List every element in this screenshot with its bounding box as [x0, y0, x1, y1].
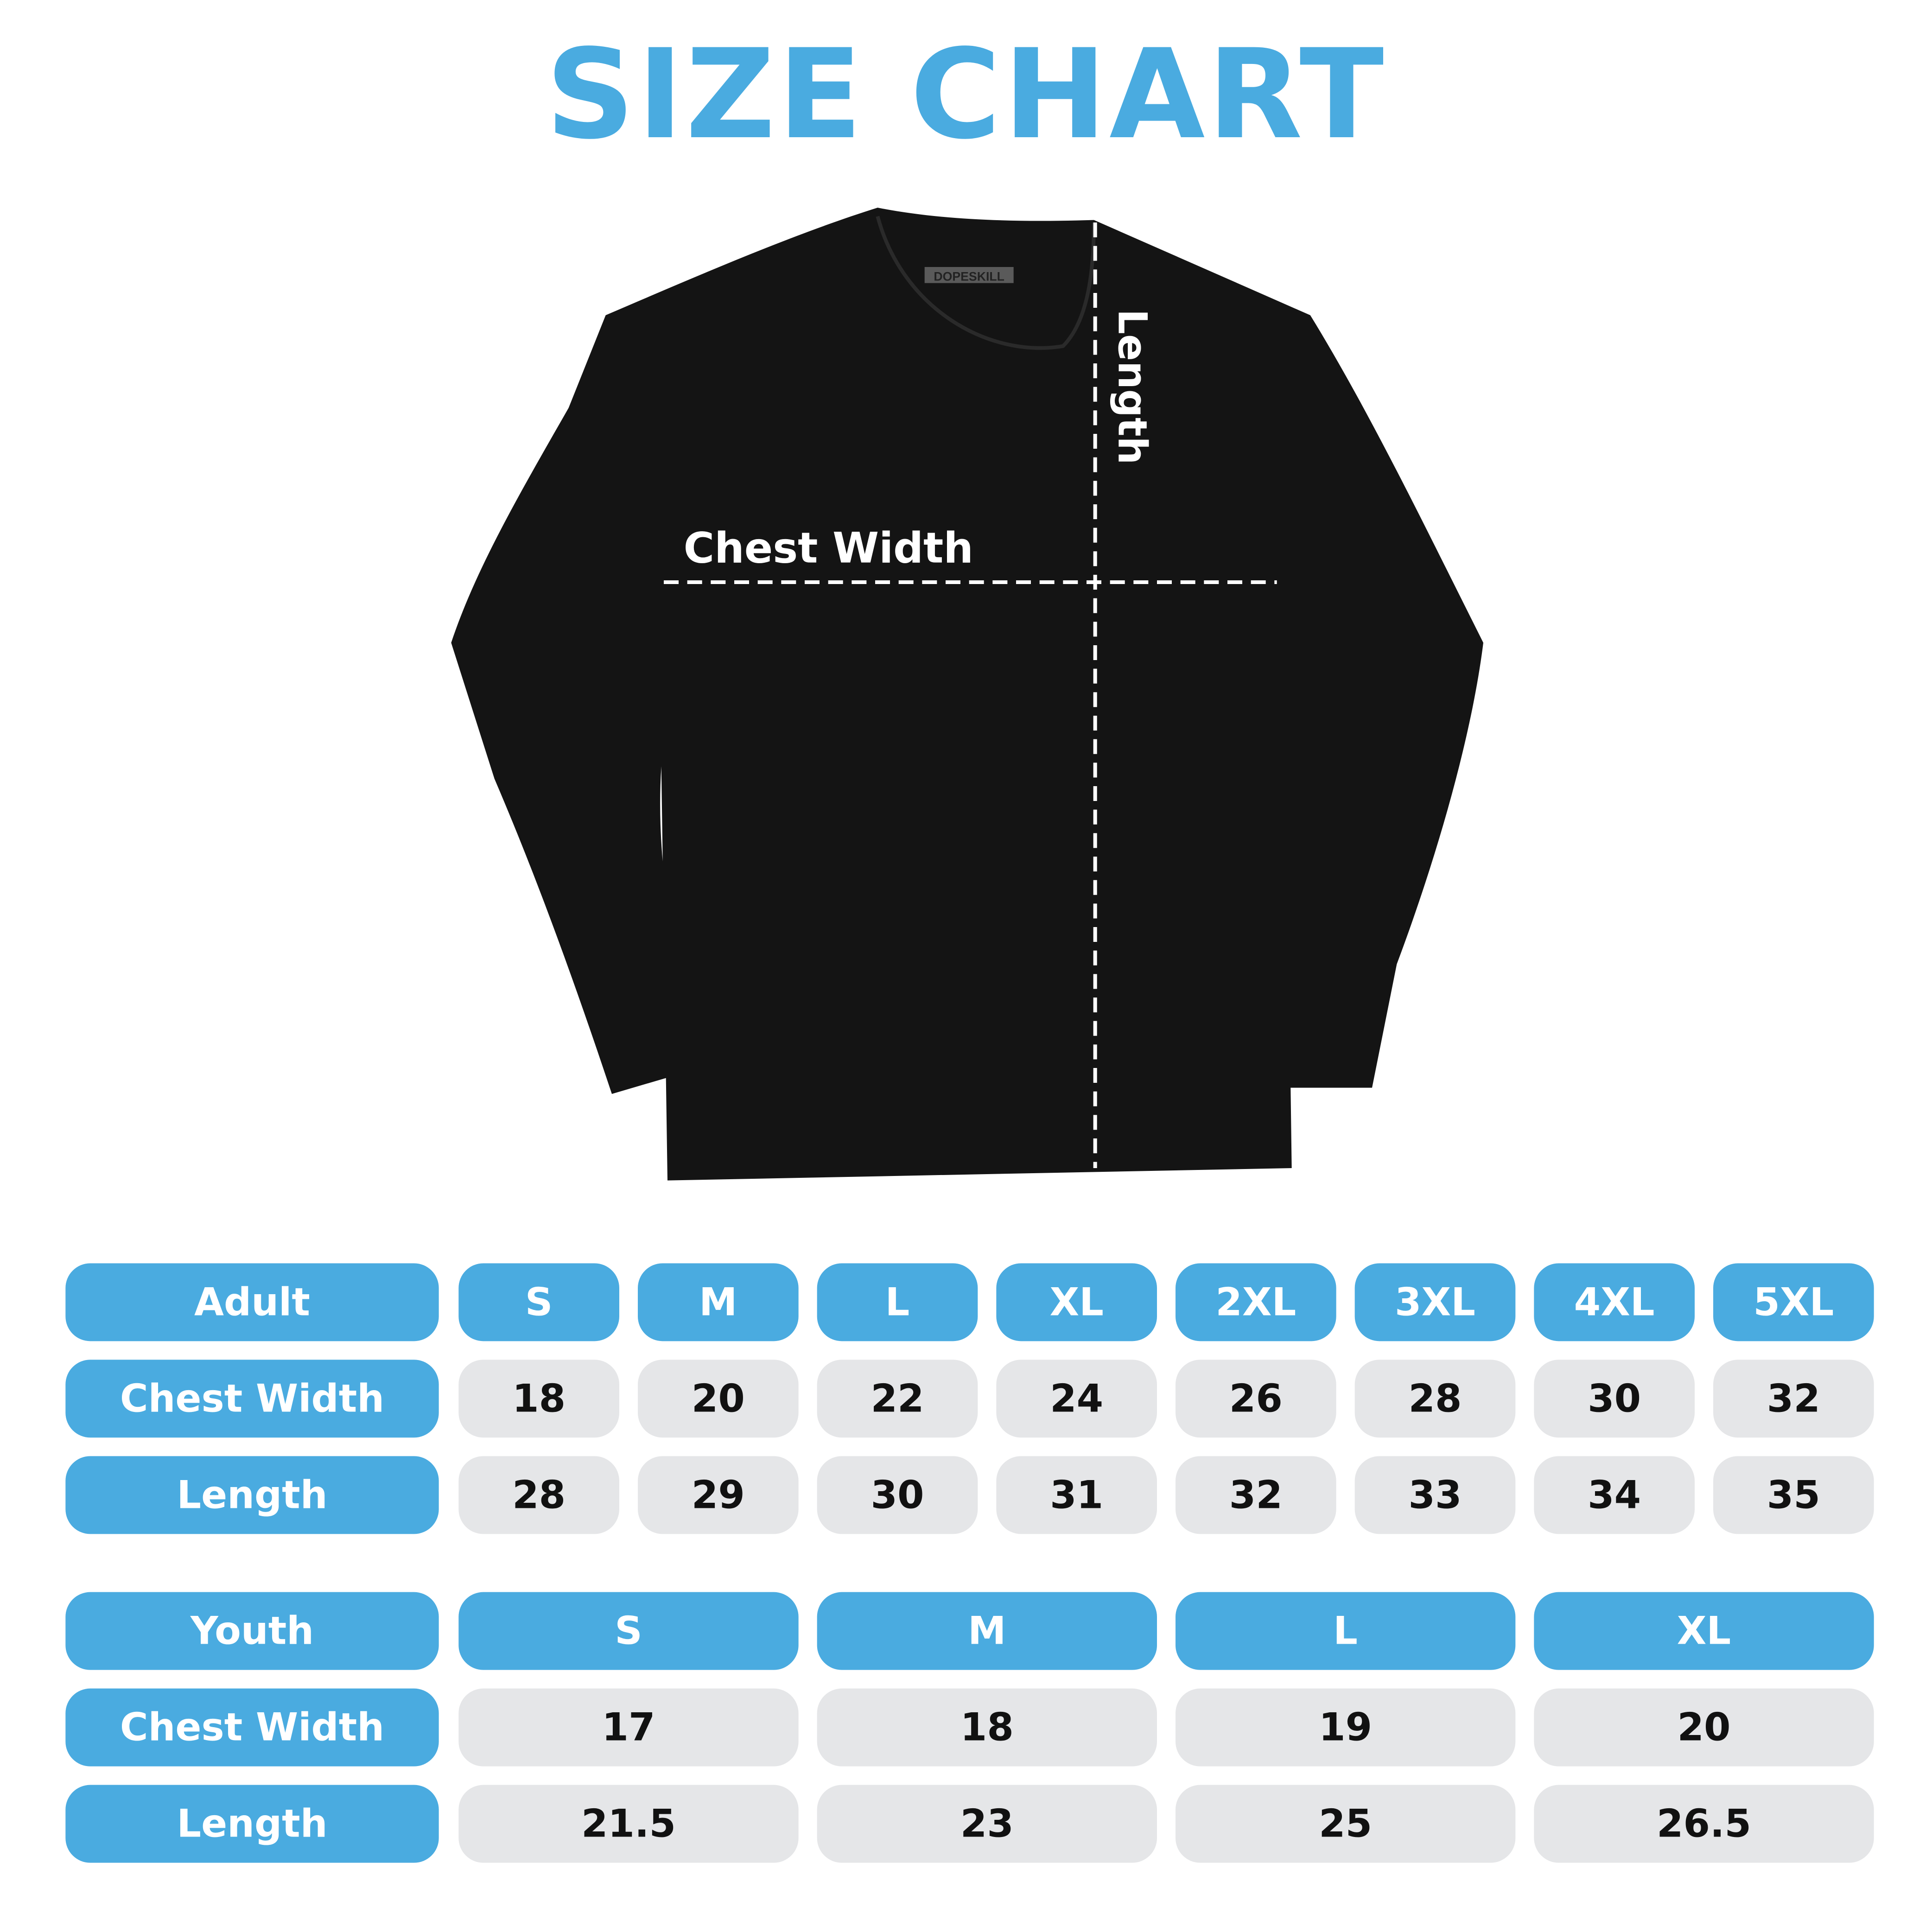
- adult-cell: 26: [1176, 1360, 1336, 1438]
- shirt-illustration: DOPESKILL Chest Width Length: [451, 208, 1484, 1181]
- adult-cell: 28: [1354, 1360, 1516, 1438]
- youth-header-label: Youth: [65, 1592, 439, 1670]
- youth-row-label: Chest Width: [65, 1688, 439, 1767]
- youth-cell: 21.5: [458, 1785, 799, 1863]
- adult-cell: 18: [458, 1360, 620, 1438]
- adult-size-4xl: 4XL: [1534, 1263, 1695, 1341]
- adult-row-label: Length: [65, 1456, 439, 1534]
- youth-size-s: S: [458, 1592, 799, 1670]
- youth-cell: 18: [817, 1688, 1157, 1767]
- collar: [876, 216, 1096, 350]
- adult-cell: 28: [458, 1456, 620, 1534]
- adult-cell: 24: [996, 1360, 1157, 1438]
- adult-size-xl: XL: [996, 1263, 1157, 1341]
- adult-size-2xl: 2XL: [1176, 1263, 1336, 1341]
- youth-cell: 23: [817, 1785, 1157, 1863]
- youth-cell: 26.5: [1534, 1785, 1874, 1863]
- brand-tag: [924, 267, 1014, 283]
- adult-cell: 30: [1534, 1360, 1695, 1438]
- youth-cell: 19: [1176, 1688, 1516, 1767]
- adult-row-label: Chest Width: [65, 1360, 439, 1438]
- adult-size-s: S: [458, 1263, 620, 1341]
- youth-cell: 20: [1534, 1688, 1874, 1767]
- youth-size-l: L: [1176, 1592, 1516, 1670]
- adult-cell: 22: [817, 1360, 978, 1438]
- adult-cell: 31: [996, 1456, 1157, 1534]
- adult-cell: 34: [1534, 1456, 1695, 1534]
- long-sleeve-shirt: [451, 208, 1484, 1181]
- adult-size-3xl: 3XL: [1354, 1263, 1516, 1341]
- adult-cell: 30: [817, 1456, 978, 1534]
- adult-header-label: Adult: [65, 1263, 439, 1341]
- adult-size-5xl: 5XL: [1713, 1263, 1874, 1341]
- page-title: SIZE CHART: [546, 22, 1386, 167]
- adult-size-l: L: [817, 1263, 978, 1341]
- adult-cell: 33: [1354, 1456, 1516, 1534]
- adult-cell: 20: [638, 1360, 799, 1438]
- brand-tag-text: DOPESKILL: [934, 269, 1004, 283]
- adult-cell: 32: [1713, 1360, 1874, 1438]
- chest-width-label: Chest Width: [684, 524, 973, 572]
- adult-size-m: M: [638, 1263, 799, 1341]
- youth-cell: 17: [458, 1688, 799, 1767]
- youth-size-m: M: [817, 1592, 1157, 1670]
- youth-cell: 25: [1176, 1785, 1516, 1863]
- youth-row-label: Length: [65, 1785, 439, 1863]
- adult-cell: 35: [1713, 1456, 1874, 1534]
- adult-cell: 29: [638, 1456, 799, 1534]
- adult-cell: 32: [1176, 1456, 1336, 1534]
- youth-size-xl: XL: [1534, 1592, 1874, 1670]
- length-label: Length: [1109, 309, 1155, 465]
